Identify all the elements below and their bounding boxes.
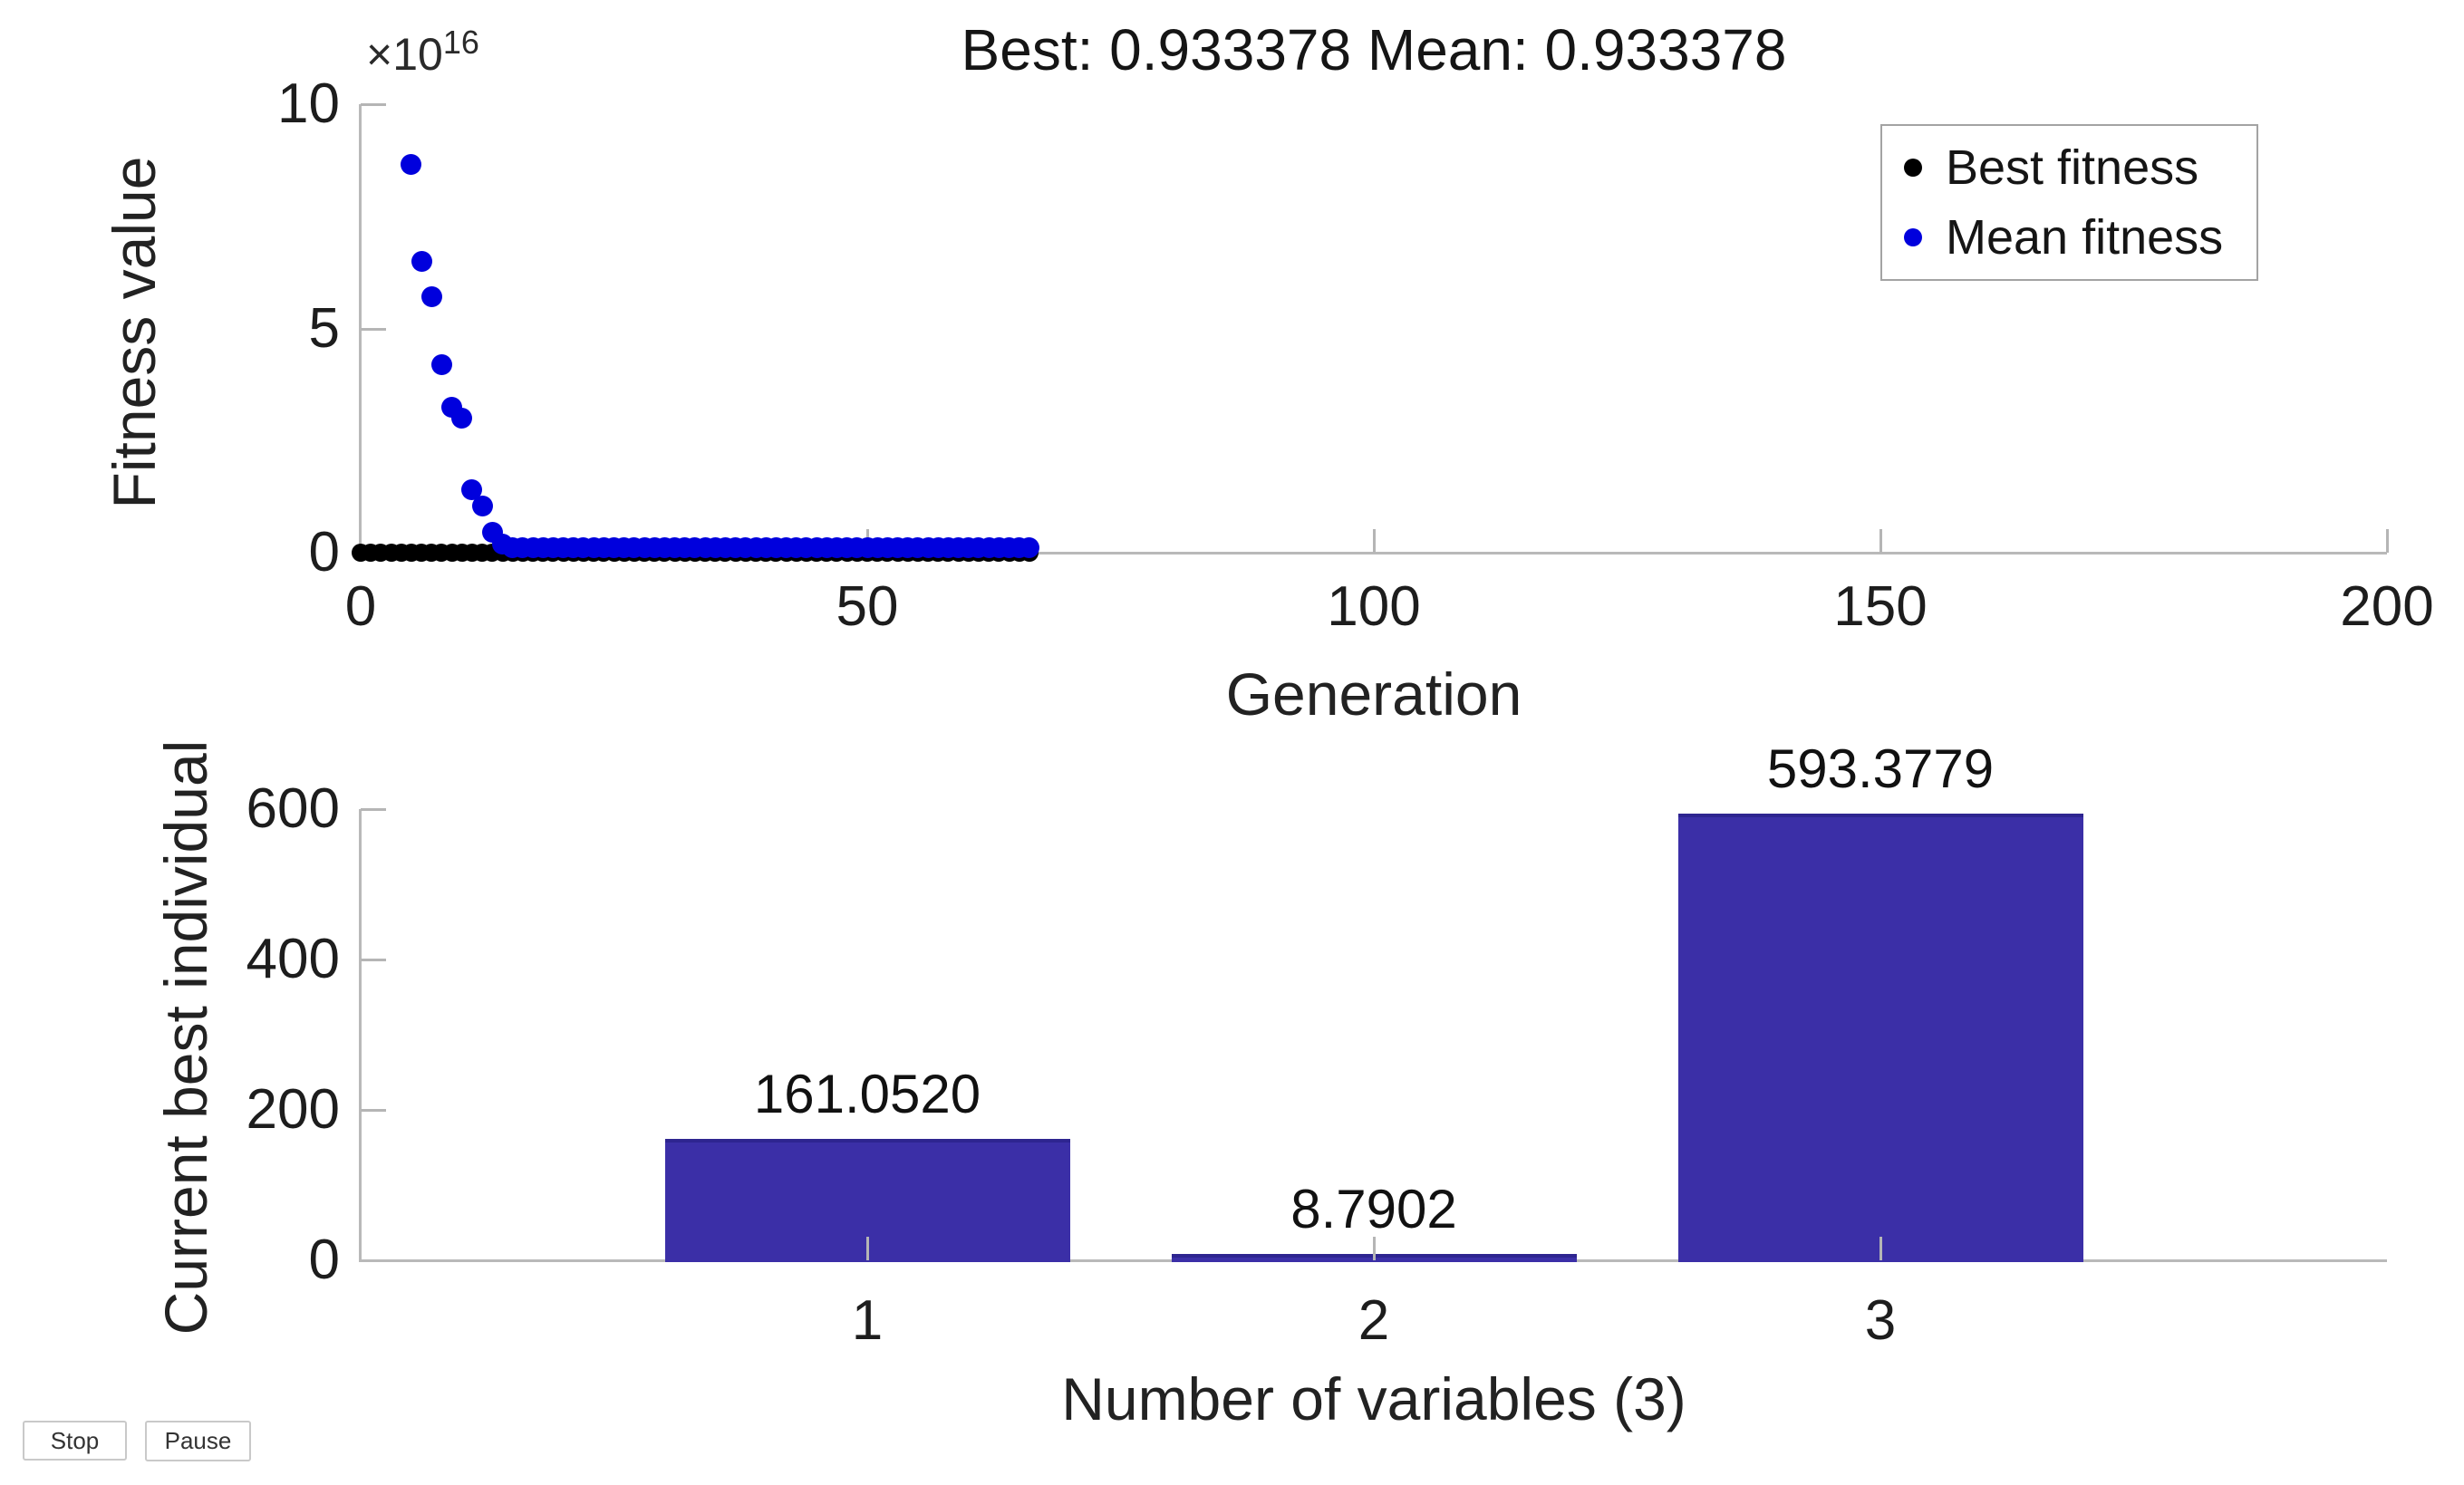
x-tick-label: 100 xyxy=(1327,575,1421,638)
scatter-dot xyxy=(471,495,493,516)
scatter-dot xyxy=(411,250,432,272)
y-tick-label: 10 xyxy=(277,72,340,135)
y-axis-label-fitness: Fitness value xyxy=(101,156,168,509)
scatter-dot xyxy=(420,286,442,308)
legend-entry: Mean fitness xyxy=(1904,209,2256,265)
x-axis-label-variables: Number of variables (3) xyxy=(1061,1365,1686,1432)
x-tick-mark xyxy=(866,1237,869,1260)
x-tick-mark xyxy=(1879,1237,1882,1260)
x-tick-mark xyxy=(1879,529,1882,553)
scatter-dot xyxy=(461,479,483,501)
exponent-multiplier: ×10 xyxy=(366,29,443,80)
y-tick-label: 0 xyxy=(308,521,340,583)
y-axis-label-best-individual: Current best individual xyxy=(152,739,219,1336)
y-tick-mark xyxy=(361,1109,386,1112)
y-axis-exponent-label: ×1016 xyxy=(366,24,479,81)
y-tick-mark xyxy=(361,327,386,331)
y-axis-spine xyxy=(359,809,362,1262)
best-fitness-marker-icon xyxy=(1904,159,1922,177)
y-tick-label: 400 xyxy=(246,928,340,990)
bar xyxy=(1677,814,2083,1262)
legend: Best fitness Mean fitness xyxy=(1880,124,2258,281)
pause-button[interactable]: Pause xyxy=(145,1421,251,1461)
y-tick-label: 600 xyxy=(246,777,340,840)
y-tick-mark xyxy=(361,103,386,106)
scatter-dot xyxy=(1019,536,1040,558)
y-tick-mark xyxy=(361,959,386,961)
y-tick-mark xyxy=(361,808,386,811)
stop-button[interactable]: Stop xyxy=(23,1421,127,1461)
x-tick-label: 2 xyxy=(1358,1289,1390,1352)
bar-value-label: 8.7902 xyxy=(1290,1178,1457,1239)
x-tick-label: 3 xyxy=(1864,1289,1897,1352)
y-tick-label: 5 xyxy=(308,296,340,360)
x-tick-label: 200 xyxy=(2340,575,2434,638)
exponent-power: 16 xyxy=(442,24,479,61)
scatter-dot xyxy=(401,154,422,176)
bar-value-label: 593.3779 xyxy=(1766,738,1995,800)
legend-label: Mean fitness xyxy=(1946,210,2224,265)
y-tick-label: 200 xyxy=(246,1078,340,1141)
fitness-plot-title: Best: 0.933378 Mean: 0.933378 xyxy=(961,17,1787,82)
x-tick-mark xyxy=(1373,1237,1376,1260)
x-axis-label-generation: Generation xyxy=(1225,661,1522,728)
x-tick-label: 50 xyxy=(836,575,899,638)
x-tick-mark xyxy=(1373,529,1376,553)
scatter-dot xyxy=(430,353,452,375)
y-tick-label: 0 xyxy=(308,1229,340,1291)
y-axis-spine xyxy=(359,104,362,554)
bar-value-label: 161.0520 xyxy=(753,1064,981,1125)
x-tick-mark xyxy=(2386,529,2389,553)
scatter-dot xyxy=(451,408,473,429)
x-tick-label: 1 xyxy=(851,1289,884,1352)
legend-entry: Best fitness xyxy=(1904,140,2256,196)
mean-fitness-marker-icon xyxy=(1904,228,1922,246)
x-tick-label: 0 xyxy=(344,575,377,638)
legend-label: Best fitness xyxy=(1946,140,2199,195)
x-tick-label: 150 xyxy=(1833,575,1928,638)
x-axis-line xyxy=(361,552,2387,554)
